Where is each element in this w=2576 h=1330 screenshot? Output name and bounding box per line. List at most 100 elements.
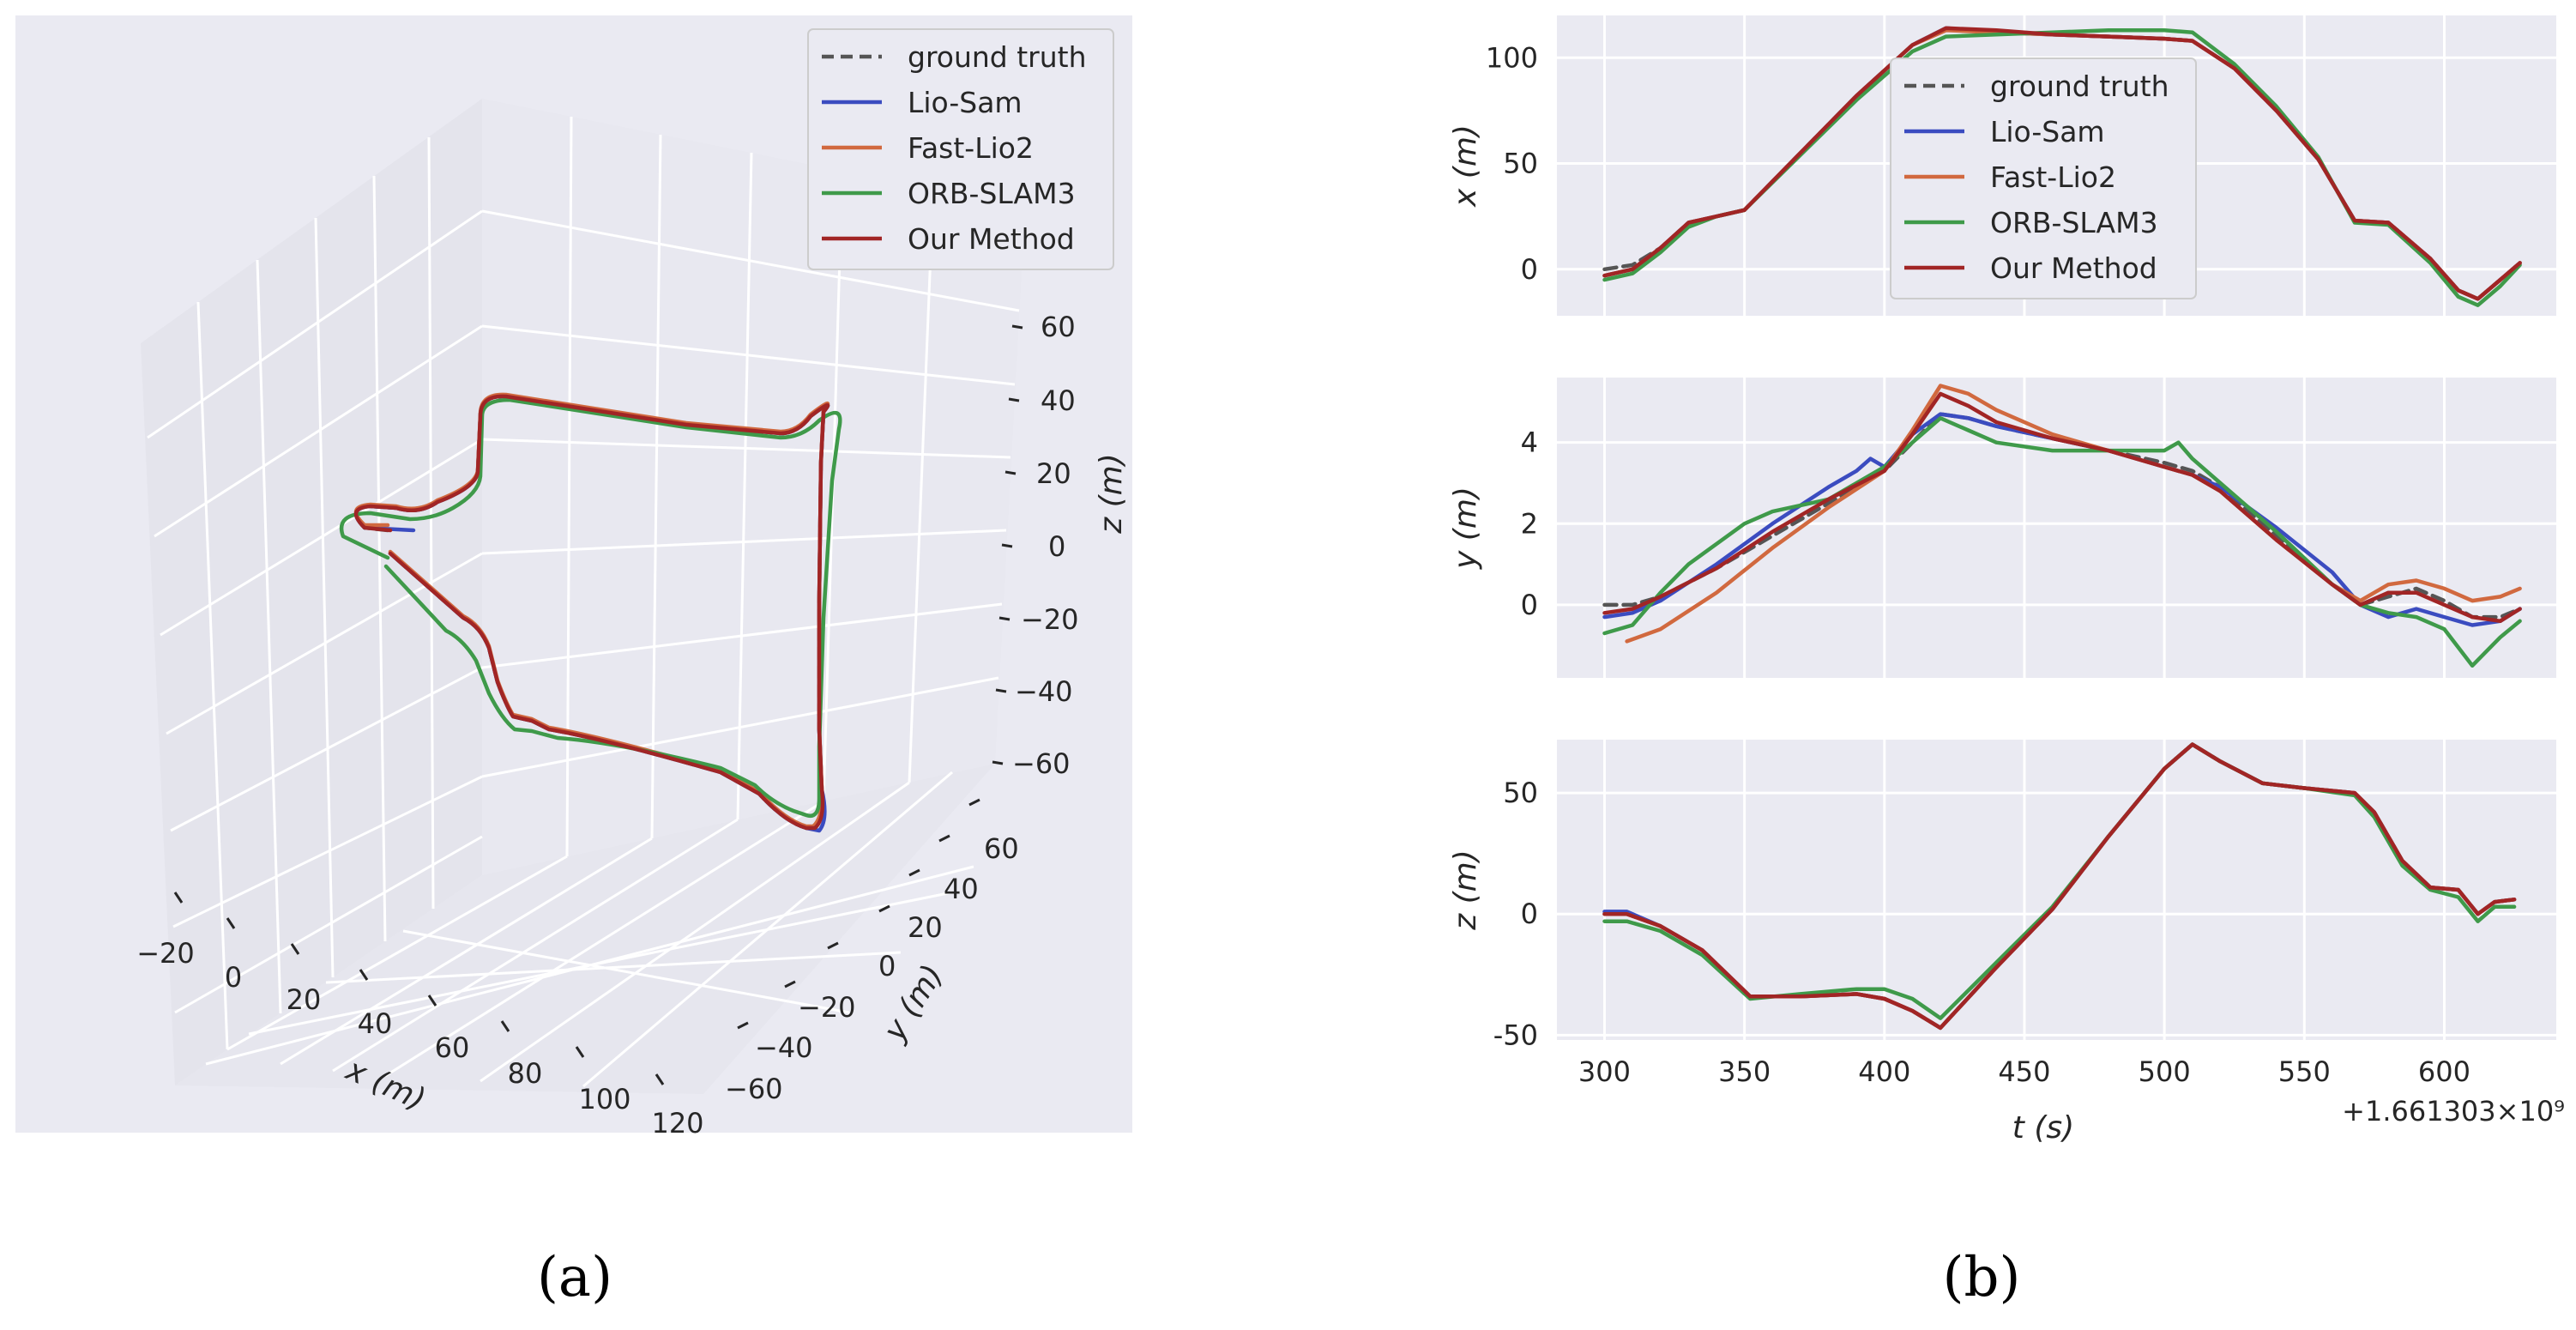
y-tick-label: 0 (1521, 898, 1538, 930)
series-our-method (1602, 26, 2522, 301)
pane-floor (175, 764, 995, 1094)
x-tick-mark (655, 1073, 665, 1085)
y-tick-label: 40 (944, 873, 979, 905)
z-tick-mark (1001, 543, 1013, 548)
legend-a-box (807, 28, 1114, 270)
panel-b-time-series: 0 50 100 x (m) 0 2 4 y (m) -50 0 50 z (m) 300 350 40… (1448, 15, 2565, 1309)
legend-a-label: ground truth (908, 40, 1087, 74)
legend-b: ground truth Lio-Sam Fast-Lio2 ORB-SLAM3… (1890, 57, 2197, 299)
y-tick-mark (878, 904, 890, 913)
legend-b-label: Lio-Sam (1990, 115, 2105, 148)
x-tick-label: −20 (136, 937, 195, 970)
series-orb-slam3 (1602, 416, 2522, 668)
y-tick-mark (784, 980, 796, 988)
z-tick-label: −60 (1012, 747, 1071, 780)
x-tick-label: 350 (1718, 1055, 1771, 1088)
z-tick-label: 0 (1048, 530, 1065, 563)
x-tick-label: 40 (358, 1007, 393, 1040)
x-tick-mark (173, 892, 184, 904)
trajectories-3d (340, 392, 842, 833)
z-tick-label: 60 (1041, 311, 1076, 343)
x-tick-mark (427, 994, 437, 1007)
z-tick-label: −40 (1015, 675, 1073, 708)
panel-a-3d-plot: −20 0 20 40 60 80 100 120 x (m) 60 40 20 (15, 15, 1132, 1309)
y-tick-label: 60 (984, 832, 1019, 865)
subplot-z: -50 0 50 z (m) 300 350 400 450 500 550 600 (1448, 740, 2556, 1088)
z-axis-label-3d: z (m) (1094, 453, 1129, 535)
y-tick-mark (827, 941, 839, 950)
y-tick-mark (938, 834, 950, 843)
x-tick-label: 80 (508, 1057, 543, 1090)
x-tick-label: 550 (2278, 1055, 2331, 1088)
y-tick-label: 4 (1521, 426, 1538, 459)
z-tick-mark (1004, 470, 1017, 475)
y-tick-label: 100 (1486, 41, 1538, 74)
x-tick-label: 60 (435, 1031, 470, 1064)
legend-a: ground truth Lio-Sam Fast-Lio2 ORB-SLAM3… (807, 28, 1114, 270)
x-axis-label-time: t (s) (2012, 1110, 2074, 1146)
panel-a-caption: (a) (537, 1246, 612, 1309)
y-tick-label: −40 (755, 1031, 813, 1064)
legend-a-label: Our Method (908, 222, 1075, 256)
y-tick-mark (968, 798, 980, 807)
subplot-background (1557, 740, 2556, 1040)
x-tick-label: 600 (2418, 1055, 2470, 1088)
legend-b-label: Our Method (1990, 251, 2157, 285)
legend-a-label: Fast-Lio2 (908, 131, 1034, 165)
y-tick-label: −20 (798, 991, 856, 1024)
x-tick-mark (575, 1046, 585, 1058)
x-tick-mark (290, 943, 300, 955)
legend-a-label: Lio-Sam (908, 86, 1023, 119)
pane-back-left (141, 99, 482, 1085)
subplot-y: 0 2 4 y (m) (1448, 378, 2556, 678)
x-tick-label: 120 (651, 1107, 703, 1140)
subplot-background (1557, 378, 2556, 678)
y-tick-label: 0 (1521, 253, 1538, 286)
x-tick-label: 300 (1578, 1055, 1631, 1088)
traj3d-our-method (353, 394, 830, 831)
legend-b-box (1890, 57, 2197, 299)
z-tick-label: 20 (1036, 457, 1071, 490)
x-tick-mark (359, 969, 369, 981)
z-tick-mark (995, 688, 1007, 693)
x-tick-mark (500, 1020, 510, 1032)
y-tick-mark (737, 1021, 749, 1030)
legend-a-label: ORB-SLAM3 (908, 177, 1076, 210)
y-tick-label: 0 (1521, 589, 1538, 621)
y-tick-mark (908, 868, 920, 877)
z-tick-mark (1008, 397, 1020, 402)
z-tick-label: −20 (1021, 603, 1079, 636)
y-tick-label: 50 (1503, 777, 1538, 809)
panel-b-caption: (b) (1943, 1246, 2021, 1309)
x-offset-label: +1.661303×10⁹ (2342, 1095, 2565, 1127)
legend-b-label: Fast-Lio2 (1990, 160, 2116, 194)
z-tick-label: 40 (1041, 384, 1076, 417)
series-our-method (1602, 742, 2517, 1031)
pane-back-right (482, 99, 1025, 875)
x-tick-label: 100 (578, 1083, 630, 1115)
y-axis-label: y (m) (1448, 487, 1483, 570)
x-tick-label: 20 (287, 983, 322, 1016)
z-tick-mark (998, 616, 1010, 621)
x-tick-mark (226, 917, 236, 929)
legend-b-label: ground truth (1990, 70, 2169, 103)
series-our-method (1602, 391, 2522, 624)
y-tick-label: 2 (1521, 507, 1538, 540)
y-tick-label: 0 (878, 950, 896, 982)
y-tick-label: 50 (1503, 148, 1538, 180)
axis-z-ticks: 80 60 40 20 0 −20 −40 −60 z (m) (992, 236, 1129, 780)
y-tick-label: −60 (725, 1073, 783, 1105)
z-tick-mark (1011, 324, 1023, 329)
traj3d-orb-slam3 (340, 397, 842, 819)
y-axis-label: x (m) (1448, 124, 1483, 208)
y-axis-label: z (m) (1448, 849, 1483, 931)
x-tick-label: 0 (225, 961, 242, 994)
x-tick-label: 450 (1998, 1055, 2050, 1088)
legend-b-label: ORB-SLAM3 (1990, 206, 2158, 239)
y-tick-label: 20 (908, 911, 943, 944)
z-tick-mark (992, 760, 1004, 765)
x-tick-label: 500 (2139, 1055, 2191, 1088)
x-tick-label: 400 (1858, 1055, 1910, 1088)
y-tick-label: -50 (1493, 1019, 1538, 1051)
